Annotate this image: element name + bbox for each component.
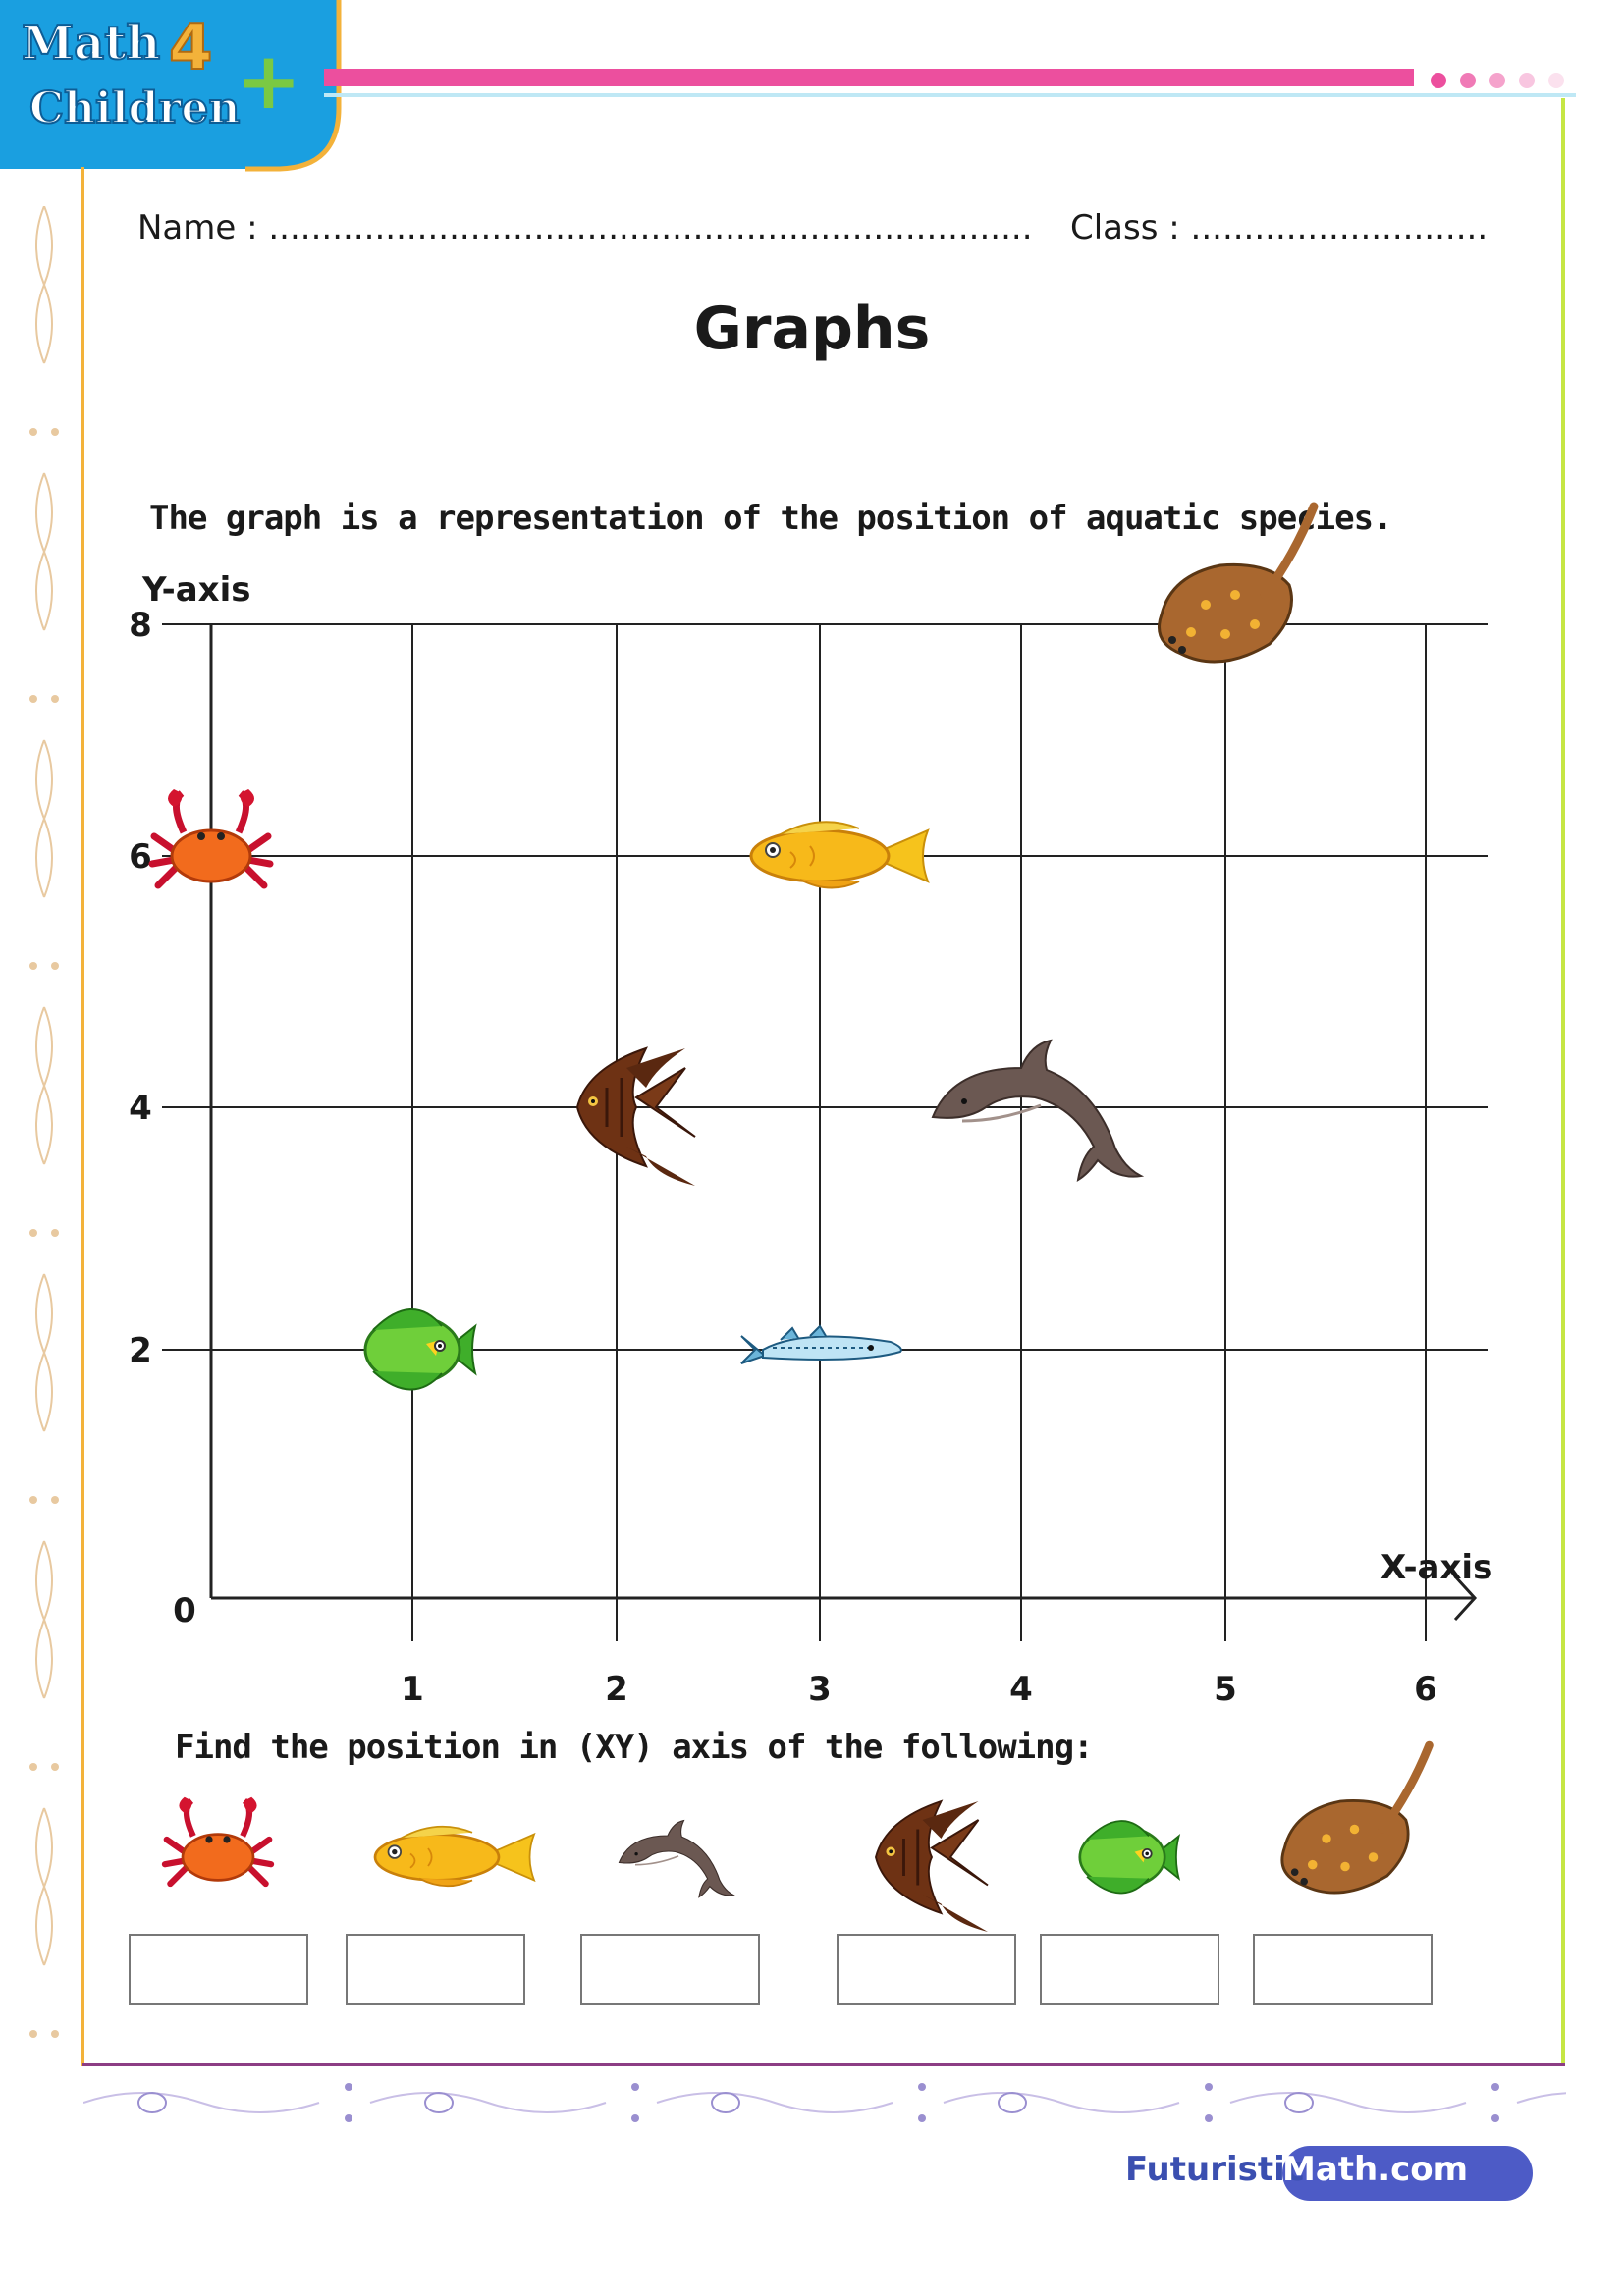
dolphin-mark [931,1039,1143,1182]
left-border-line [81,167,84,2066]
left-ornament-decoration [29,206,59,2038]
logo-number: 4 [169,12,213,84]
x-axis-label: X-axis [1380,1548,1492,1587]
x-tick-label-5: 5 [1214,1670,1237,1709]
answer-box-angelfish[interactable] [837,1934,1016,2005]
angelfish-mark [575,1046,697,1188]
answer-yellow-fish-icon [373,1825,536,1888]
top-dots-decoration [1431,73,1564,88]
x-axis-arrow [1453,1575,1478,1622]
answer-stingray-icon [1282,1745,1430,1893]
right-border-line [1561,98,1565,2066]
answer-box-dolphin[interactable] [580,1934,760,2005]
answer-angelfish-icon [874,1799,990,1934]
name-field-label: Name : .................................… [137,208,1033,247]
stingray-mark [1160,507,1315,662]
y-tick-label-6: 6 [129,837,152,877]
question-text: Find the position in (XY) axis of the fo… [175,1728,1094,1767]
barracuda-mark [740,1325,902,1364]
bottom-border-line [82,2063,1565,2066]
page-title: Graphs [693,294,931,363]
answer-box-green-fish[interactable] [1040,1934,1219,2005]
y-tick-label-2: 2 [129,1331,152,1370]
origin-label: 0 [173,1591,196,1630]
y-tick-label-4: 4 [129,1089,152,1128]
answer-box-crab[interactable] [129,1934,308,2005]
class-field-label: Class : ............................ [1070,208,1489,247]
answer-crab-icon [165,1797,271,1884]
x-tick-label-4: 4 [1009,1670,1033,1709]
x-tick-label-3: 3 [808,1670,832,1709]
top-blue-line [324,93,1576,97]
top-pink-bar [324,69,1414,86]
x-tick-label-6: 6 [1414,1670,1437,1709]
logo-math-text: Math [22,16,160,71]
answer-box-stingray[interactable] [1253,1934,1433,2005]
answer-dolphin-icon [618,1819,734,1898]
graph-description: The graph is a representation of the pos… [149,499,1393,538]
bottom-ornament-decoration [83,2083,1566,2122]
math4children-logo: Math 4 Children + [0,0,342,172]
y-axis-label: Y-axis [141,570,251,610]
answer-box-yellow-fish[interactable] [346,1934,525,2005]
logo-plus: + [236,35,301,127]
answer-green-fish-icon [1078,1819,1180,1895]
logo-children-text: Children [29,83,240,133]
y-tick-label-8: 8 [129,606,152,645]
x-tick-label-1: 1 [401,1670,424,1709]
green-fish-mark [363,1308,477,1392]
footer-brand-part1: Futuristic [1125,2150,1305,2189]
x-tick-label-2: 2 [605,1670,628,1709]
yellow-fish-mark [749,820,930,890]
footer-brand-part2: Math.com [1282,2150,1469,2189]
footer-pill [1282,2146,1533,2201]
